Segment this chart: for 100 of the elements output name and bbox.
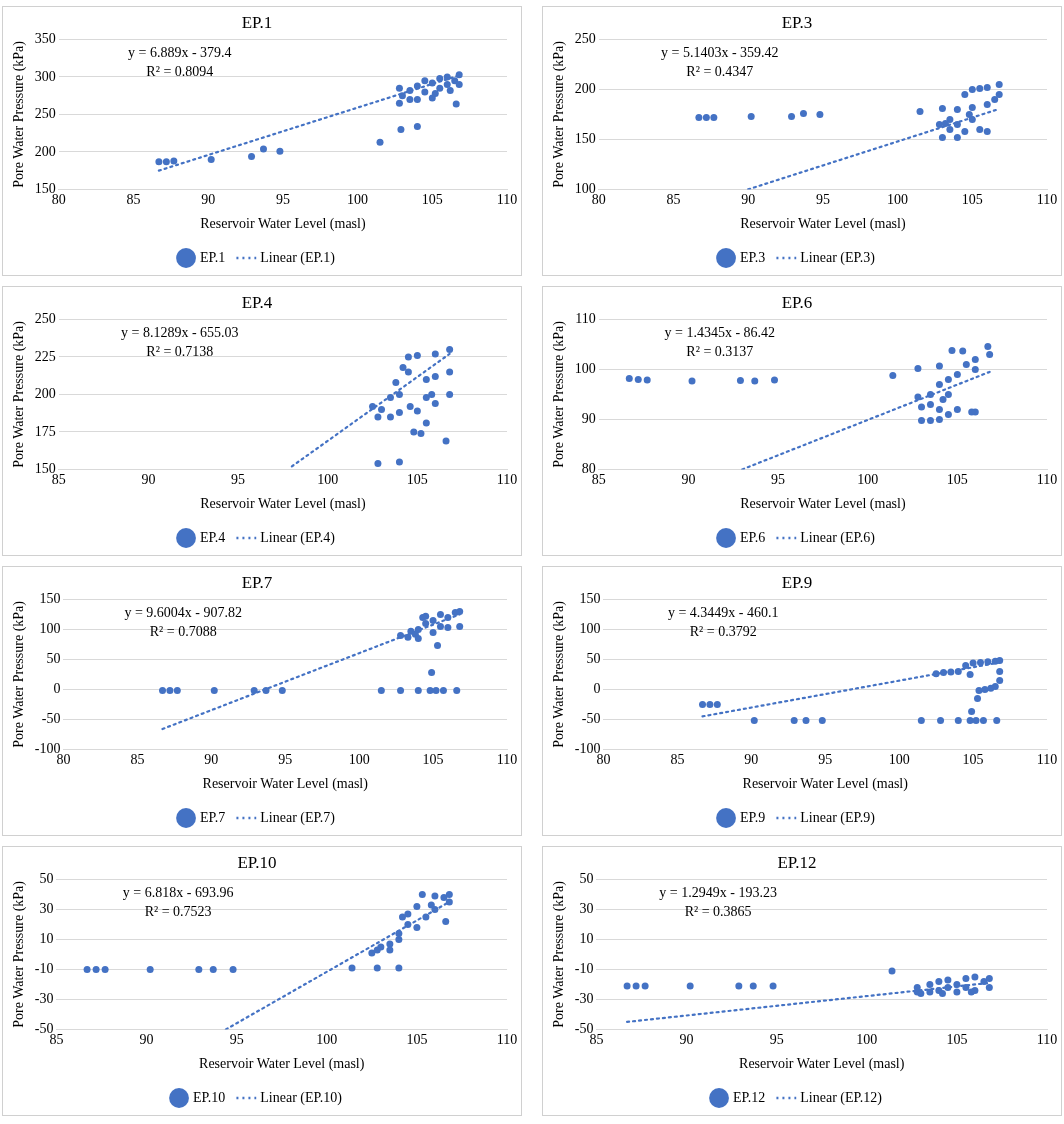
x-tick-label: 105	[406, 472, 428, 488]
annotation: y = 5.1403x - 359.42	[661, 45, 779, 61]
x-tick-label: 100	[348, 752, 370, 768]
x-tick-label: 110	[496, 752, 518, 768]
x-tick-label: 85	[589, 1032, 604, 1048]
x-tick-label: 105	[422, 752, 444, 768]
x-tick-label: 105	[406, 1032, 428, 1048]
annotation: R² = 0.7138	[146, 344, 214, 360]
x-tick-label: 90	[681, 472, 696, 488]
annotation: y = 8.1289x - 655.03	[121, 325, 239, 341]
x-tick-label: 80	[596, 752, 611, 768]
x-tick-label: 110	[1036, 752, 1058, 768]
x-tick-label: 85	[666, 192, 681, 208]
x-tick-label: 100	[857, 472, 879, 488]
y-axis-title: Pore Water Pressure (kPa)	[11, 880, 28, 1028]
y-axis-title: Pore Water Pressure (kPa)	[551, 880, 568, 1028]
y-tick-label: 200	[574, 81, 596, 97]
x-tick-label: 95	[229, 1032, 244, 1048]
x-tick-label: 90	[139, 1032, 154, 1048]
annotation: y = 1.4345x - 86.42	[664, 325, 776, 341]
y-tick-label: 225	[34, 348, 56, 364]
y-tick-label: 100	[579, 621, 601, 637]
y-axis-title: Pore Water Pressure (kPa)	[551, 600, 568, 748]
x-axis-title: Reservoir Water Level (masl)	[742, 776, 909, 793]
legend-label: EP.7	[200, 809, 226, 825]
x-tick-label: 95	[815, 192, 830, 208]
x-tick-label: 105	[962, 752, 984, 768]
annotation: R² = 0.7088	[149, 624, 217, 640]
y-tick-label: 300	[34, 68, 56, 84]
x-tick-label: 100	[888, 752, 910, 768]
y-tick-label: -30	[34, 991, 54, 1007]
x-tick-label: 85	[126, 192, 141, 208]
x-tick-label: 90	[741, 192, 756, 208]
y-tick-label: -30	[574, 991, 594, 1007]
y-tick-label: -10	[34, 961, 54, 977]
x-tick-label: 110	[1036, 1032, 1058, 1048]
y-tick-label: 150	[574, 131, 596, 147]
annotation: y = 9.6004x - 907.82	[124, 605, 242, 621]
legend-label: Linear (EP.7)	[260, 809, 336, 826]
x-tick-label: 100	[856, 1032, 878, 1048]
y-tick-label: -50	[581, 711, 601, 727]
y-tick-label: 30	[579, 901, 594, 917]
x-tick-label: 105	[946, 1032, 968, 1048]
y-tick-label: 110	[575, 311, 596, 327]
chart-title: EP.6	[781, 292, 813, 312]
y-axis-title: Pore Water Pressure (kPa)	[551, 40, 568, 188]
legend-label: Linear (EP.4)	[260, 529, 336, 546]
x-tick-label: 95	[275, 192, 290, 208]
y-axis-title: Pore Water Pressure (kPa)	[551, 320, 568, 468]
x-tick-label: 105	[421, 192, 443, 208]
y-tick-label: -10	[574, 961, 594, 977]
y-tick-label: 100	[574, 361, 596, 377]
legend-label: EP.1	[200, 249, 226, 265]
chart-title: EP.3	[781, 12, 813, 32]
x-axis-title: Reservoir Water Level (masl)	[199, 1056, 365, 1073]
y-tick-label: 175	[34, 423, 56, 439]
annotation: R² = 0.8094	[146, 64, 214, 80]
y-axis-title: Pore Water Pressure (kPa)	[11, 40, 28, 188]
legend-label: EP.3	[740, 249, 766, 265]
x-tick-label: 95	[769, 1032, 784, 1048]
x-tick-label: 85	[130, 752, 145, 768]
y-tick-label: 350	[34, 31, 56, 47]
y-tick-label: 10	[39, 931, 54, 947]
legend-label: Linear (EP.3)	[800, 249, 876, 266]
annotation: y = 1.2949x - 193.23	[659, 885, 777, 901]
y-tick-label: 100	[39, 621, 61, 637]
x-tick-label: 90	[201, 192, 216, 208]
legend-label: EP.10	[193, 1089, 226, 1105]
x-tick-label: 110	[496, 192, 518, 208]
annotation: y = 4.3449x - 460.1	[667, 605, 779, 621]
legend-label: EP.6	[740, 529, 766, 545]
y-tick-label: 50	[579, 871, 594, 887]
x-tick-label: 110	[496, 472, 518, 488]
x-tick-label: 100	[887, 192, 909, 208]
x-tick-label: 80	[56, 752, 71, 768]
x-tick-label: 85	[49, 1032, 64, 1048]
y-axis-title: Pore Water Pressure (kPa)	[11, 600, 28, 748]
y-tick-label: 50	[39, 871, 54, 887]
x-tick-label: 110	[1036, 472, 1058, 488]
x-axis-title: Reservoir Water Level (masl)	[740, 216, 906, 233]
x-tick-label: 110	[496, 1032, 518, 1048]
annotation: R² = 0.3792	[689, 624, 757, 640]
x-axis-title: Reservoir Water Level (masl)	[740, 496, 906, 513]
annotation: R² = 0.3137	[686, 344, 754, 360]
x-tick-label: 85	[670, 752, 685, 768]
x-tick-label: 90	[204, 752, 219, 768]
y-tick-label: 0	[593, 681, 601, 697]
y-tick-label: 10	[579, 931, 594, 947]
x-tick-label: 105	[946, 472, 968, 488]
x-tick-label: 100	[316, 1032, 338, 1048]
y-tick-label: 250	[34, 106, 56, 122]
legend-label: Linear (EP.9)	[800, 809, 876, 826]
chart-title: EP.1	[241, 12, 273, 32]
y-tick-label: 50	[46, 651, 61, 667]
annotation: R² = 0.4347	[686, 64, 754, 80]
annotation: R² = 0.7523	[144, 904, 212, 920]
legend-label: Linear (EP.10)	[260, 1089, 343, 1106]
x-axis-title: Reservoir Water Level (masl)	[202, 776, 369, 793]
x-tick-label: 95	[231, 472, 246, 488]
y-tick-label: 250	[574, 31, 596, 47]
